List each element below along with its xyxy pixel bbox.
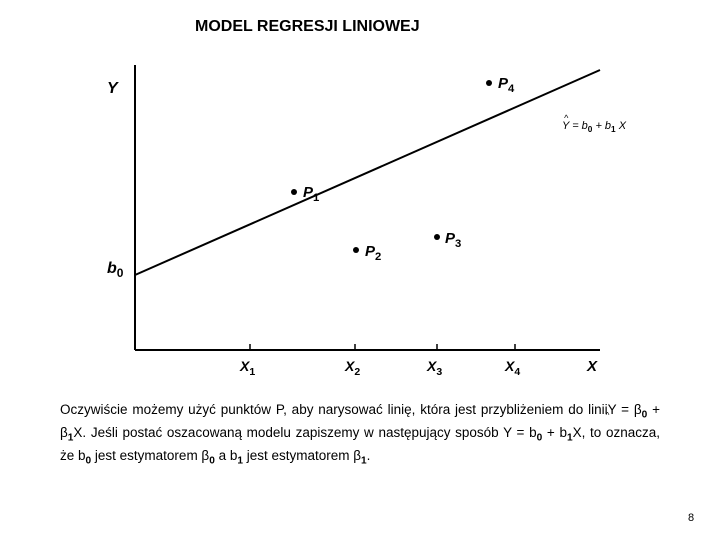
body-paragraph: Oczywiście możemy użyć punktów P, aby na… [60,400,660,469]
regression-chart: Y b0 X X1 X2 X3 X4 P1 P2 P3 P4 [95,60,605,395]
regression-equation: ^Y = b0 + b1 X [562,120,626,134]
y-axis-label: Y [107,80,118,98]
chart-svg [95,60,605,365]
page-title: MODEL REGRESJI LINIOWEJ [195,18,420,36]
data-point-label: P3 [445,230,461,250]
data-point-label: P1 [303,184,319,204]
data-point-label: P2 [365,243,381,263]
page-number: 8 [688,512,694,524]
x-tick-label: X4 [505,358,520,378]
b0-label: b0 [107,260,123,280]
x-axis-label: X [587,358,597,375]
x-tick-label: X3 [427,358,442,378]
x-tick-label: X2 [345,358,360,378]
data-point-label: P4 [498,75,514,95]
x-tick-label: X1 [240,358,255,378]
